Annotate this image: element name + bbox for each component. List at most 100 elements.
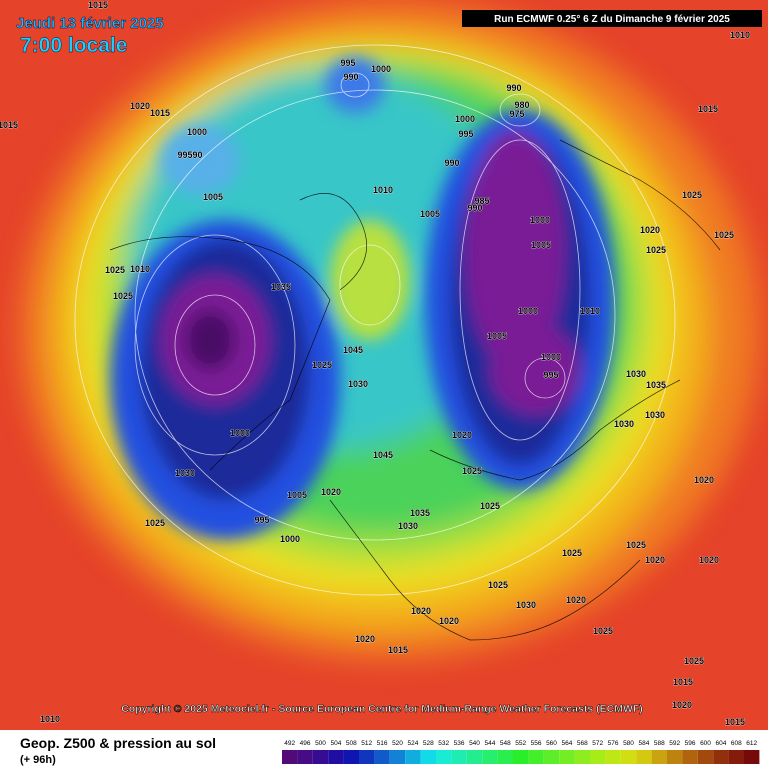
scale-swatch [620,750,637,764]
isobar-label: 1025 [593,626,613,636]
isobar-label: 1020 [699,555,719,565]
isobar-label: 990 [467,203,482,213]
isobar-label: 1010 [580,306,600,316]
scale-label: 584 [638,740,649,747]
scale-label: 544 [484,740,495,747]
isobar-label: 1030 [348,379,368,389]
isobar-label: 1025 [562,548,582,558]
scale-label: 492 [284,740,295,747]
isobar-label: 1015 [0,120,18,130]
scale-label: 604 [715,740,726,747]
isobar-label: 1005 [531,240,551,250]
scale-label: 572 [592,740,603,747]
isobar-label: 1030 [516,600,536,610]
scale-label: 552 [515,740,526,747]
isobar-label: 1045 [373,450,393,460]
isobar-label: 1025 [312,360,332,370]
scale-label: 592 [669,740,680,747]
isobar-label: 1010 [40,714,60,724]
isobar-label: 1025 [488,580,508,590]
scale-swatch [682,750,698,764]
scale-swatch [697,750,714,764]
scale-label: 568 [577,740,588,747]
scale-swatch [513,750,529,764]
isobar-label: 1005 [203,192,223,202]
scale-label: 512 [361,740,372,747]
scale-label: 504 [330,740,341,747]
isobar-label: 1000 [518,306,538,316]
isobar-label: 1010 [130,264,150,274]
isobar-label: 1020 [355,634,375,644]
scale-label: 588 [654,740,665,747]
scale-label: 524 [407,740,418,747]
scale-swatch [543,750,560,764]
scale-swatch [559,750,575,764]
scale-swatch [651,750,667,764]
scale-label: 528 [423,740,434,747]
isobar-label: 985 [474,196,489,206]
isobar-label: 1020 [130,101,150,111]
scale-swatch [466,750,483,764]
isobar-label: 1000 [371,64,391,74]
isobar-label: 990 [506,83,521,93]
scale-swatch [636,750,652,764]
scale-swatch [343,750,359,764]
forecast-date: Jeudi 13 février 2025 [16,15,164,32]
scale-swatch [528,750,544,764]
isobar-label: 1015 [673,677,693,687]
run-banner [462,10,762,27]
isobar-label: 1025 [113,291,133,301]
isobar-label: 1015 [88,0,108,10]
scale-swatch [282,750,298,764]
scale-swatch [574,750,590,764]
isobar-label: 995 [340,58,355,68]
isobar-label: 1020 [645,555,665,565]
isobar-label: 1000 [530,215,550,225]
scale-swatch [667,750,683,764]
scale-label: 608 [731,740,742,747]
isobar-labels: 1015101010201015101510009959010051010102… [0,0,750,727]
scale-label: 536 [454,740,465,747]
scale-swatch [389,750,406,764]
isobar-label: 1000 [187,127,207,137]
scale-swatch [405,750,421,764]
isobar-label: 1015 [698,104,718,114]
isobar-label: 995 [254,515,269,525]
scale-label: 612 [746,740,757,747]
isobar-label: 1010 [373,185,393,195]
footer-title: Geop. Z500 & pression au sol [20,735,216,751]
isobar-label: 1020 [411,606,431,616]
isobar-label: 1005 [487,331,507,341]
isobar-label: 1030 [614,419,634,429]
isobar-label: 1025 [682,190,702,200]
isobar-label: 1025 [145,518,165,528]
isobar-label: 1025 [105,265,125,275]
forecast-time: 7:00 locale [20,34,127,57]
scale-label: 556 [531,740,542,747]
scale-swatch [312,750,329,764]
scale-label: 540 [469,740,480,747]
isobar-label: 1035 [646,380,666,390]
isobar-label: 1000 [230,428,250,438]
isobar-label: 1030 [398,521,418,531]
isobar-label: 990 [444,158,459,168]
isobar-label: 995 [543,370,558,380]
isobar-label: 990 [343,72,358,82]
isobar-label: 980 [514,100,529,110]
scale-swatch [590,750,606,764]
isobar-label: 1000 [280,534,300,544]
scale-label: 596 [685,740,696,747]
scale-label: 560 [546,740,557,747]
scale-swatch [374,750,390,764]
scale-swatch [451,750,467,764]
scale-swatch [359,750,375,764]
scale-label: 580 [623,740,634,747]
isobar-label: 1030 [175,468,195,478]
isobar-label: 1005 [287,490,307,500]
z500-field [0,0,768,730]
scale-label: 496 [300,740,311,747]
scale-label: 548 [500,740,511,747]
isobar-label: 1010 [730,30,750,40]
isobar-label: 1020 [694,475,714,485]
